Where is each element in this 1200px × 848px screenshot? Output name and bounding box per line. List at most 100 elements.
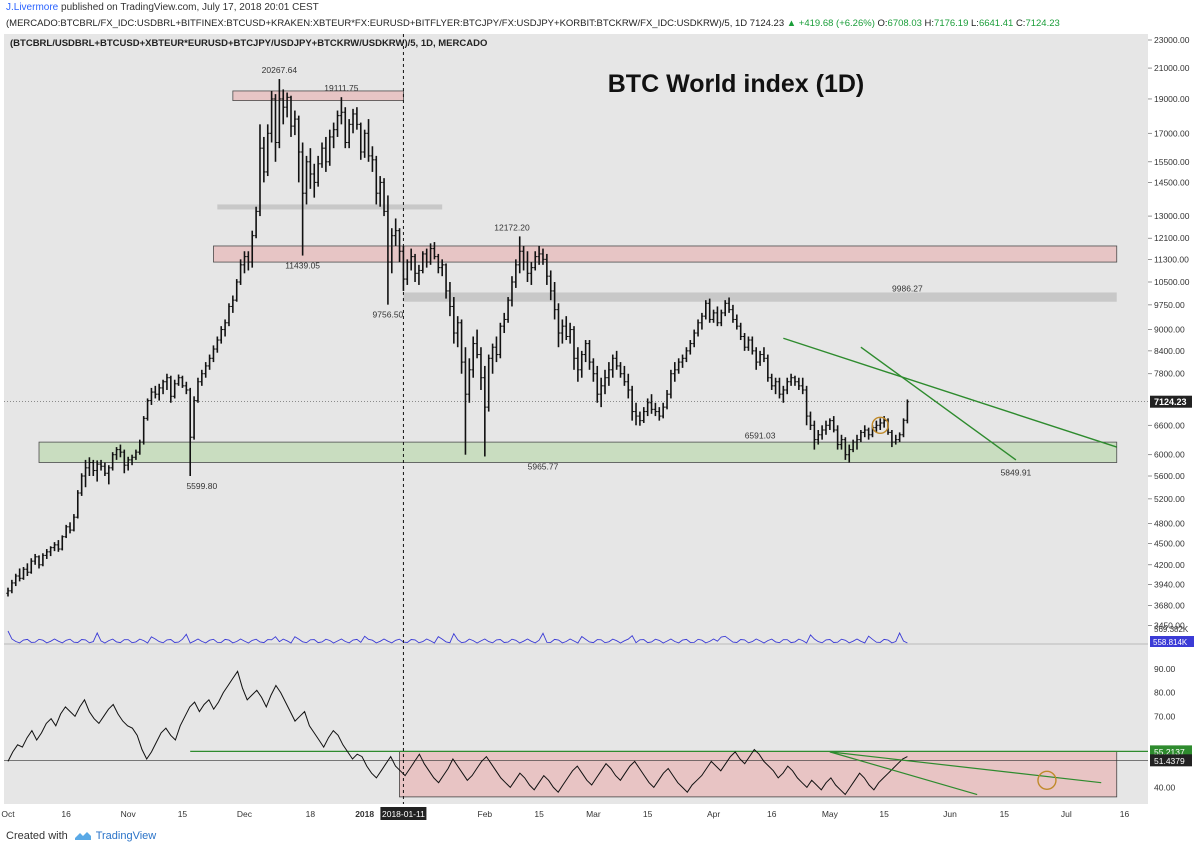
price-annotation: 19111.75 (324, 83, 358, 93)
oscillator-circle-marker (1037, 770, 1057, 791)
price-tick-label: 4200.00 (1154, 560, 1185, 570)
time-tick-label: 18 (306, 809, 316, 819)
price-tick-label: 5600.00 (1154, 471, 1185, 481)
created-with: Created with TradingView (6, 830, 156, 842)
price-tick-label: 11300.00 (1154, 254, 1189, 264)
indicator-legend: (BTCBRL/USDBRL+BTCUSD+XBTEUR*EURUSD+BTCJ… (10, 38, 487, 49)
price-tick-label: 3450.00 (1154, 620, 1185, 630)
price-tick-label: 21000.00 (1154, 63, 1190, 73)
publish-date: published on TradingView.com, July 17, 2… (61, 2, 319, 13)
last-price-tick: 7124.23 (1154, 397, 1187, 407)
oscillator-zone (399, 750, 1118, 798)
price-annotations: 20267.64 19111.75 11439.05 12172.20 9756.50 9… (186, 65, 1031, 491)
price-tick-label: 23000.00 (1154, 35, 1190, 45)
trendline-0 (783, 337, 1117, 448)
trendline-1 (860, 346, 1017, 461)
high-label: H: (924, 18, 935, 29)
zone-resistance-1 (213, 245, 1118, 263)
time-tick-label: Oct (1, 809, 15, 819)
price-tick-label: 17000.00 (1154, 128, 1190, 138)
time-tick-label: Dec (237, 809, 253, 819)
volume-pane: 569.382K 558.814K (7, 625, 1194, 647)
open-label: O: (877, 18, 888, 29)
price-annotation: 11439.05 (285, 261, 320, 271)
price-tick-label: 6600.00 (1154, 420, 1185, 430)
close-value: 7124.23 (1025, 18, 1060, 29)
last-price: 7124.23 (749, 18, 785, 29)
price-tick-label: 14500.00 (1154, 177, 1190, 187)
created-with-text: Created with (6, 830, 68, 842)
oscillator-line (7, 670, 908, 796)
time-tick-label: Jun (943, 809, 957, 819)
oscillator-tick-label: 90.00 (1154, 664, 1176, 674)
time-tick-label: Feb (478, 809, 493, 819)
price-tick-label: 4500.00 (1154, 538, 1185, 548)
time-tick-label: 2018 (355, 809, 374, 819)
zones-layer (38, 90, 1118, 463)
time-tick-label: Apr (707, 809, 720, 819)
breakout-circle-marker (871, 416, 889, 434)
trendlines-layer (783, 337, 1117, 461)
price-tick-label: 9000.00 (1154, 325, 1185, 335)
price-annotation: 9986.27 (892, 283, 923, 293)
low-value: 6641.41 (978, 18, 1014, 29)
price-tick-label: 3940.00 (1154, 580, 1185, 590)
zone-level-3 (217, 204, 443, 210)
price-tick-label: 19000.00 (1154, 94, 1190, 104)
price-tick-label: 10500.00 (1154, 277, 1190, 287)
tradingview-brand-link[interactable]: TradingView (95, 830, 157, 842)
time-axis-badge (380, 807, 427, 820)
oscillator-tick-label: 40.00 (1154, 782, 1176, 792)
open-value: 6708.03 (887, 18, 922, 29)
time-tick-label: 15 (643, 809, 653, 819)
high-value: 7176.19 (934, 18, 969, 29)
time-tick-label: Mar (586, 809, 601, 819)
symbol-expression[interactable]: (MERCADO:BTCBRL/FX_IDC:USDBRL+BITFINEX:B… (6, 18, 748, 29)
volume-last-badge (1150, 636, 1194, 647)
oscillator-last-badge (1150, 754, 1192, 767)
close-label: C: (1015, 18, 1026, 29)
time-axis: Oct 16 Nov 15 Dec 18 2018 2018-01-11 Feb 15 Mar 15 A… (1, 807, 1129, 820)
price-tick-label: 13000.00 (1154, 211, 1190, 221)
low-label: L: (971, 18, 979, 29)
time-tick-label: 15 (534, 809, 544, 819)
oscillator-tick-label: 51.4379 (1154, 756, 1185, 766)
oscillator-tick-label: 55.2137 (1154, 747, 1185, 757)
time-tick-label: May (822, 809, 839, 819)
price-annotation: 6591.03 (745, 431, 776, 441)
price-axis (1148, 34, 1200, 826)
price-annotation: 20267.64 (262, 65, 298, 75)
price-axis-ticks: 23000.00 21000.00 19000.00 17000.00 15500.00… (4, 35, 1192, 630)
price-tick-label: 3680.00 (1154, 601, 1185, 611)
price-tick-label: 7800.00 (1154, 369, 1185, 379)
price-tick-label: 5200.00 (1154, 494, 1185, 504)
price-tick-label: 8400.00 (1154, 346, 1185, 356)
time-tick-label: 16 (1120, 809, 1130, 819)
price-annotation: 5849.91 (1001, 468, 1032, 478)
chart-canvas[interactable]: 23000.00 21000.00 19000.00 17000.00 15500.00… (0, 34, 1200, 826)
chart-background (4, 34, 1148, 804)
footer-bar: Created with TradingView (0, 826, 1200, 848)
zone-support-2 (38, 441, 1118, 463)
price-tick-label: 4800.00 (1154, 519, 1185, 529)
time-tick-label: 2018-01-11 (382, 809, 425, 819)
time-tick-label: 15 (879, 809, 889, 819)
tradingview-logo-icon (74, 832, 91, 840)
time-tick-label: 15 (1000, 809, 1010, 819)
price-tick-label: 12100.00 (1154, 233, 1190, 243)
time-tick-label: Jul (1061, 809, 1072, 819)
publish-info: J.Livermore published on TradingView.com… (6, 2, 319, 13)
oscillator-trendline-steep (829, 751, 978, 796)
price-tick-label: 15500.00 (1154, 157, 1190, 167)
time-tick-label: Nov (121, 809, 137, 819)
zone-level-4 (403, 292, 1117, 302)
price-annotation: 5965.77 (528, 461, 559, 471)
oscillator-tick-label: 80.00 (1154, 688, 1176, 698)
price-annotation: 12172.20 (494, 222, 530, 232)
price-annotation: 9756.50 (373, 310, 404, 320)
volume-prev-label: 569.382K (1154, 625, 1189, 634)
zone-resistance-0 (232, 90, 404, 101)
price-tick-label: 9750.00 (1154, 300, 1185, 310)
author-link[interactable]: J.Livermore (6, 2, 59, 13)
